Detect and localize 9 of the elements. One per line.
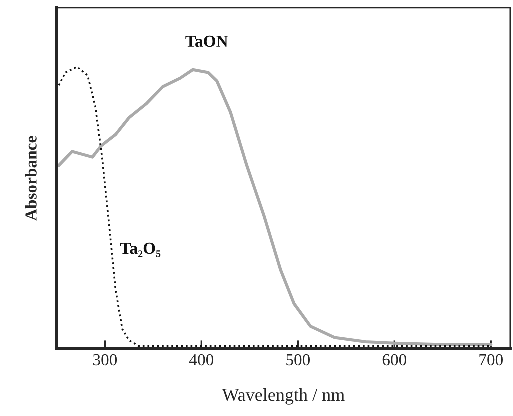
x-axis-title: Wavelength / nm xyxy=(222,388,345,405)
x-tick-label: 600 xyxy=(382,354,407,366)
x-tick-label: 500 xyxy=(286,354,310,366)
series-label: Ta₂O₅ xyxy=(120,242,161,258)
x-tick-label: 400 xyxy=(190,354,214,366)
x-tick-label: 300 xyxy=(93,354,118,366)
x-tick-label: 700 xyxy=(480,354,503,366)
y-axis-title: Absorbance xyxy=(25,136,37,221)
series-label: TaON xyxy=(186,36,228,48)
